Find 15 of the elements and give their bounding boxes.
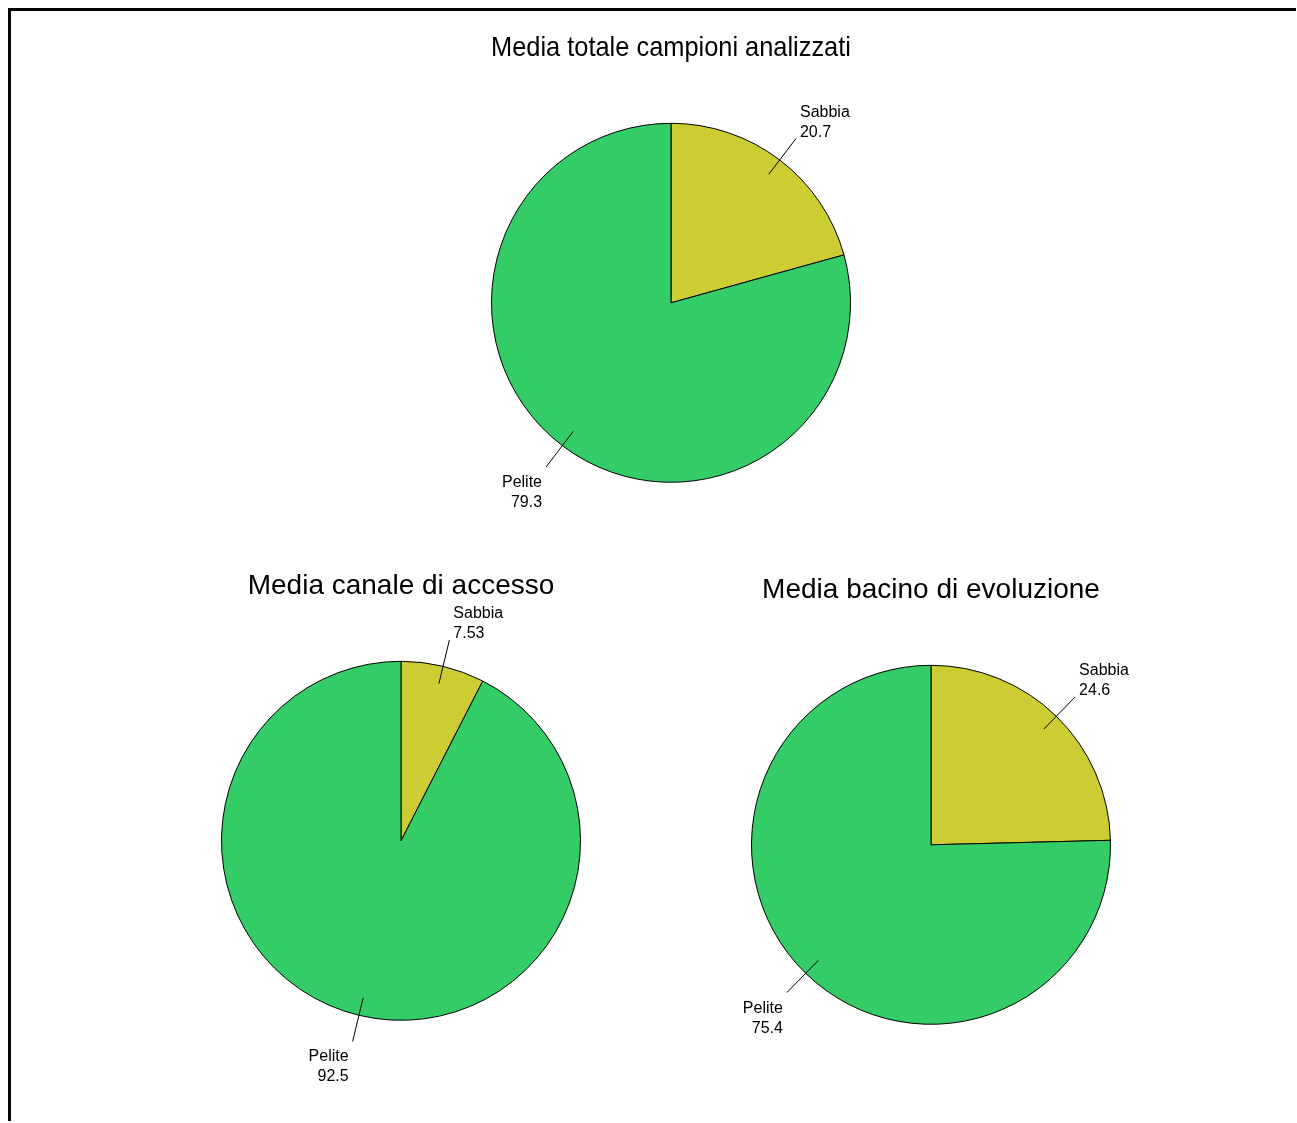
- chart-title: Media totale campioni analizzati: [491, 30, 851, 62]
- data-label: 7.53: [453, 624, 485, 642]
- data-label: 79.3: [510, 493, 543, 511]
- data-label: 24.6: [1079, 681, 1111, 699]
- data-label: 20.7: [799, 122, 832, 140]
- slice-label: Pelite: [501, 473, 543, 491]
- slice-label: Sabbia: [799, 102, 850, 120]
- slice-label: Pelite: [742, 998, 783, 1016]
- slice-label: Pelite: [308, 1047, 349, 1065]
- data-label: 92.5: [317, 1067, 349, 1085]
- chart-title: Media bacino di evoluzione: [762, 572, 1100, 604]
- data-label: 75.4: [751, 1018, 783, 1036]
- slice-label: Sabbia: [453, 604, 504, 622]
- slice-label: Sabbia: [1079, 661, 1130, 679]
- chart-title: Media canale di accesso: [247, 568, 555, 600]
